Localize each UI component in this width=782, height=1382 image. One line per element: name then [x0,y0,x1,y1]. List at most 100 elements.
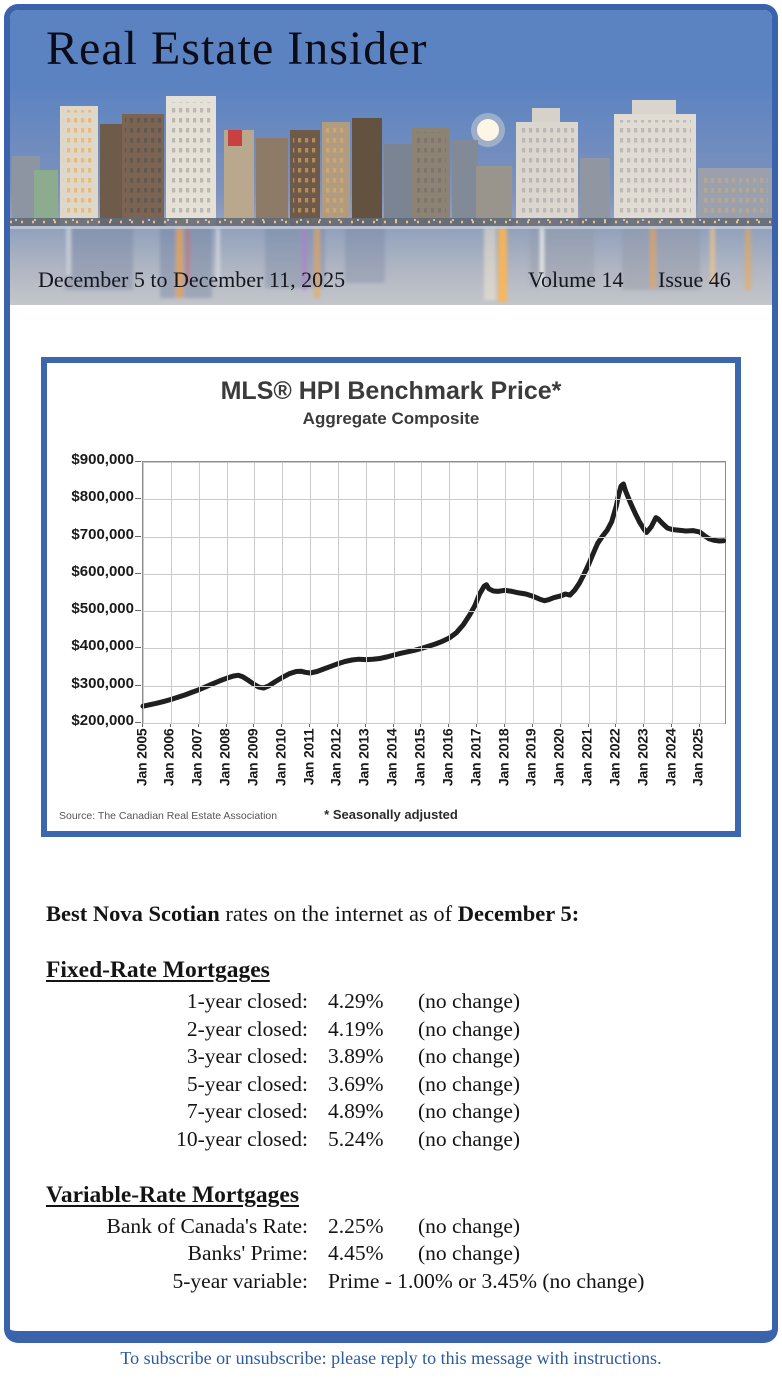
x-axis-label: Jan 2024 [662,728,679,787]
gridline [143,685,725,687]
gridline [170,462,172,723]
x-axis-label: Jan 2012 [327,728,344,787]
gridline [616,462,618,723]
gridline [699,462,701,723]
x-axis-label: Jan 2016 [439,728,456,787]
x-axis-label: Jan 2019 [522,728,539,787]
gridline [143,573,725,575]
rate-row: 7-year closed: 4.89% (no change) [46,1098,736,1126]
newsletter-header: Real Estate Insider [10,10,772,86]
price-line [140,481,727,709]
x-axis-label: Jan 2007 [188,728,205,787]
gridline [532,462,534,723]
x-axis-label: Jan 2021 [578,728,595,787]
skyline-photo: December 5 to December 11, 2025 Volume 1… [10,86,772,305]
rate-value: 2.25% [328,1213,384,1238]
rate-row: 5-year variable: Prime - 1.00% or 3.45% (… [46,1268,736,1296]
x-axis-label: Jan 2008 [216,728,233,787]
date-range: December 5 to December 11, 2025 [38,267,346,292]
rate-value: 4.89% [328,1099,384,1124]
y-axis-label: $500,000 [71,600,134,618]
rate-row: Banks' Prime: 4.45% (no change) [46,1240,736,1268]
x-axis-label: Jan 2009 [244,728,261,787]
rates-intro: Best Nova Scotian rates on the internet … [46,901,736,927]
rate-change: (no change) [418,1044,521,1069]
gridline [672,462,674,723]
chart-card: MLS® HPI Benchmark Price* Aggregate Comp… [41,357,741,837]
rate-label: Banks' Prime: [187,1241,308,1266]
gridline [505,462,506,723]
y-axis-label: $700,000 [71,525,134,543]
moon [477,119,499,141]
rate-value: 4.19% [328,1016,384,1041]
rate-label: 1-year closed: [186,989,308,1013]
y-axis-label: $200,000 [71,712,134,729]
rate-label: 7-year closed: [186,1099,308,1124]
rate-change: (no change) [418,1213,521,1238]
gridline [644,462,646,723]
gridline [588,462,590,723]
y-tick [135,572,141,574]
gridline [365,462,367,723]
rate-change: (no change) [418,1099,521,1124]
gridline [282,462,284,723]
chart-footnote: * Seasonally adjusted [324,807,458,822]
x-axis-label: Jan 2011 [300,728,317,786]
volume-label: Volume 14 [528,267,624,292]
rates-intro-middle: rates on the internet as of [219,901,458,926]
x-axis-label: Jan 2022 [606,728,623,787]
rate-value: 4.45% [328,1241,384,1266]
rate-row: 3-year closed: 3.89% (no change) [46,1043,736,1071]
gridline [143,648,725,650]
y-tick [135,647,141,649]
gridline [421,462,423,723]
shoreline [10,218,772,226]
rate-change: (no change) [418,1016,521,1041]
rate-label: 3-year closed: [186,1044,308,1069]
gridline [198,462,200,723]
gridline [337,462,339,723]
rate-label: Bank of Canada's Rate: [106,1213,309,1238]
gridline [393,462,395,723]
gridline [143,462,144,723]
y-tick [135,461,141,462]
water-edge-highlight [10,226,772,229]
issue-label: Issue 46 [658,267,731,292]
rate-row: 10-year closed: 5.24% (no change) [46,1126,736,1154]
page-frame: Real Estate Insider [4,4,778,1343]
x-axis-label: Jan 2025 [689,728,706,787]
rate-label: 5-year variable: [172,1268,309,1293]
x-axis-label: Jan 2014 [383,728,400,787]
gridline [449,462,451,723]
plot-area [140,461,727,724]
gridline [254,462,256,723]
rate-row: 1-year closed: 4.29% (no change) [46,988,736,1016]
rates-section: Best Nova Scotian rates on the internet … [46,901,736,1295]
subscribe-note: To subscribe or unsubscribe: please repl… [120,1348,662,1368]
fixed-rates-heading: Fixed-Rate Mortgages [46,957,270,983]
variable-rates-table: Bank of Canada's Rate: 2.25% (no change) Ba… [46,1213,736,1296]
gridline [143,611,725,613]
gridline [560,462,562,723]
rates-intro-date: December 5: [457,901,580,926]
rate-row: 2-year closed: 4.19% (no change) [46,1016,736,1044]
buildings [12,96,772,226]
y-tick [135,722,141,723]
skyline-illustration [10,86,772,305]
gridline [226,462,228,723]
rate-change: (no change) [418,989,521,1013]
y-axis-label: $900,000 [71,451,134,468]
y-axis-label: $300,000 [71,674,134,692]
rate-value: 4.29% [328,989,384,1013]
x-axis-label: Jan 2005 [133,728,149,787]
x-axis-label: Jan 2020 [550,728,567,787]
chart-subtitle: Aggregate Composite [302,409,480,428]
rate-value: 5.24% [328,1126,384,1151]
rate-value: 3.89% [328,1044,384,1069]
rate-change: (no change) [418,1126,521,1151]
gridline [310,462,312,723]
x-axis-label: Jan 2018 [495,728,511,787]
reflections [65,228,751,302]
y-tick [135,684,141,686]
